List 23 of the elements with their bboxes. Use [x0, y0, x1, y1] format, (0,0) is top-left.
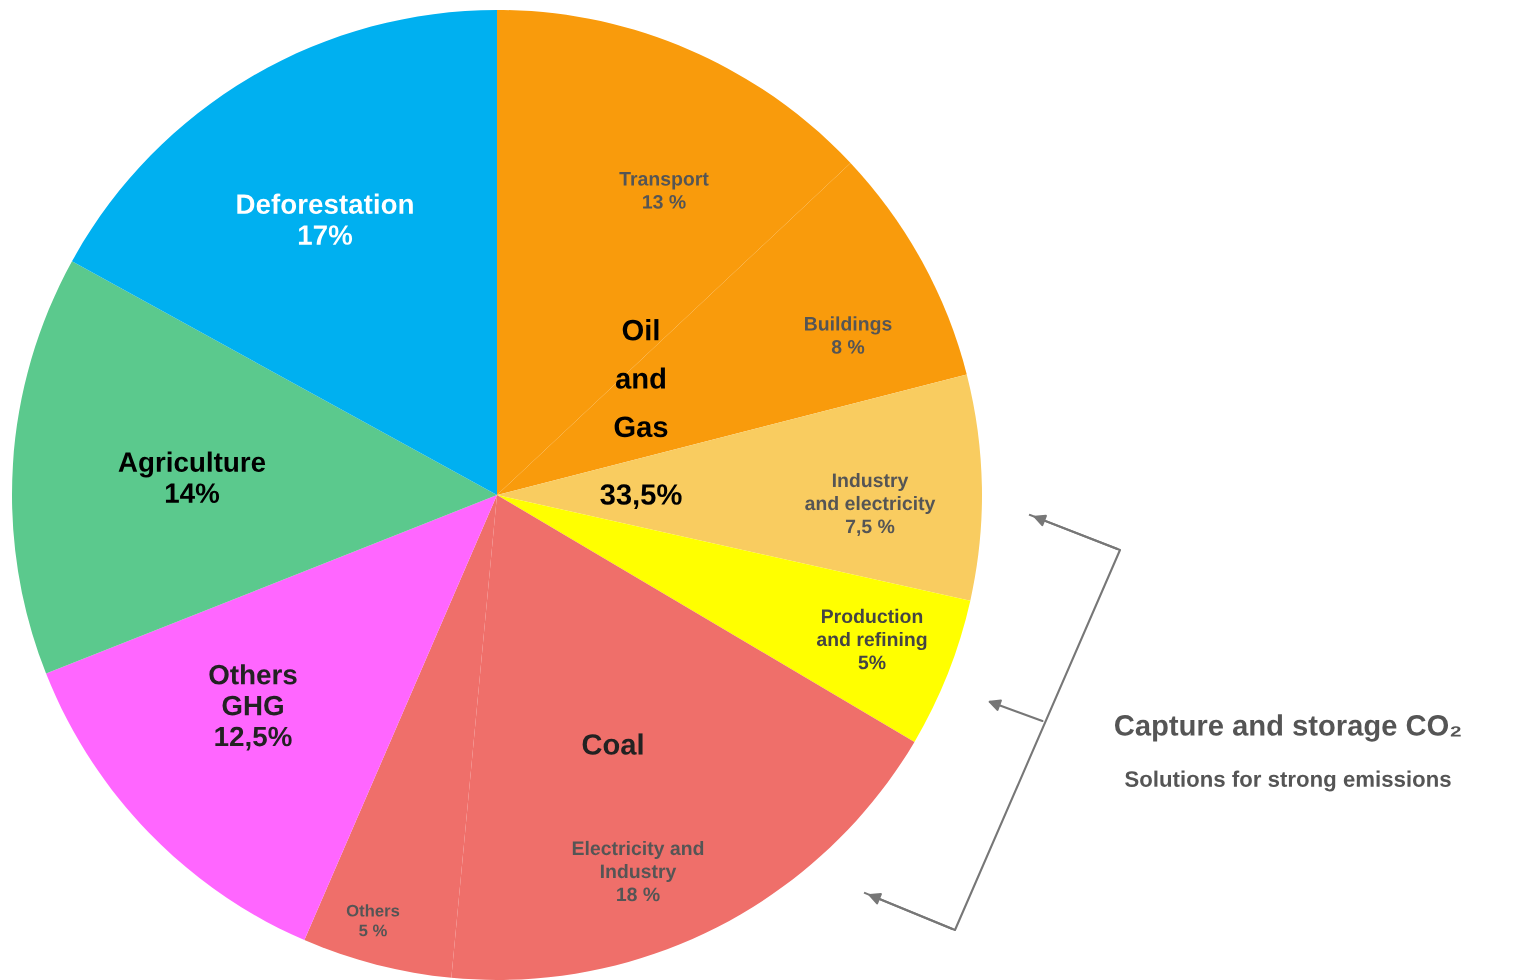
- text: Solutions for strong emissions: [1125, 770, 1451, 792]
- slice-label: Agriculture: [118, 451, 266, 478]
- data-label: 18 %: [617, 887, 660, 902]
- data-label: 13 %: [643, 194, 686, 209]
- slice-label: Electricity and Industry: [572, 840, 704, 883]
- slice-label: Others: [346, 904, 400, 917]
- text: Oil and Gas: [614, 319, 668, 438]
- data-label: 8 %: [831, 340, 865, 354]
- slice-label: Buildings: [805, 316, 892, 335]
- slice-label: Industry and electricity: [805, 472, 936, 515]
- data-label: 17%: [298, 225, 353, 245]
- text: Coal: [582, 733, 643, 755]
- data-label: 14%: [165, 483, 220, 503]
- data-label: 12,5%: [215, 726, 292, 751]
- slice-label: Transport: [619, 172, 709, 190]
- data-label: 5%: [858, 655, 886, 670]
- text: Capture and storage CO₂: [1114, 714, 1461, 742]
- slice-label: Deforestation: [237, 193, 413, 214]
- slice-label: Production and refining: [816, 608, 927, 651]
- data-label: 5 %: [359, 924, 387, 937]
- data-label: 7,5 %: [845, 519, 895, 537]
- text: 33,5%: [600, 484, 682, 510]
- slice-label: Others GHG: [209, 664, 297, 716]
